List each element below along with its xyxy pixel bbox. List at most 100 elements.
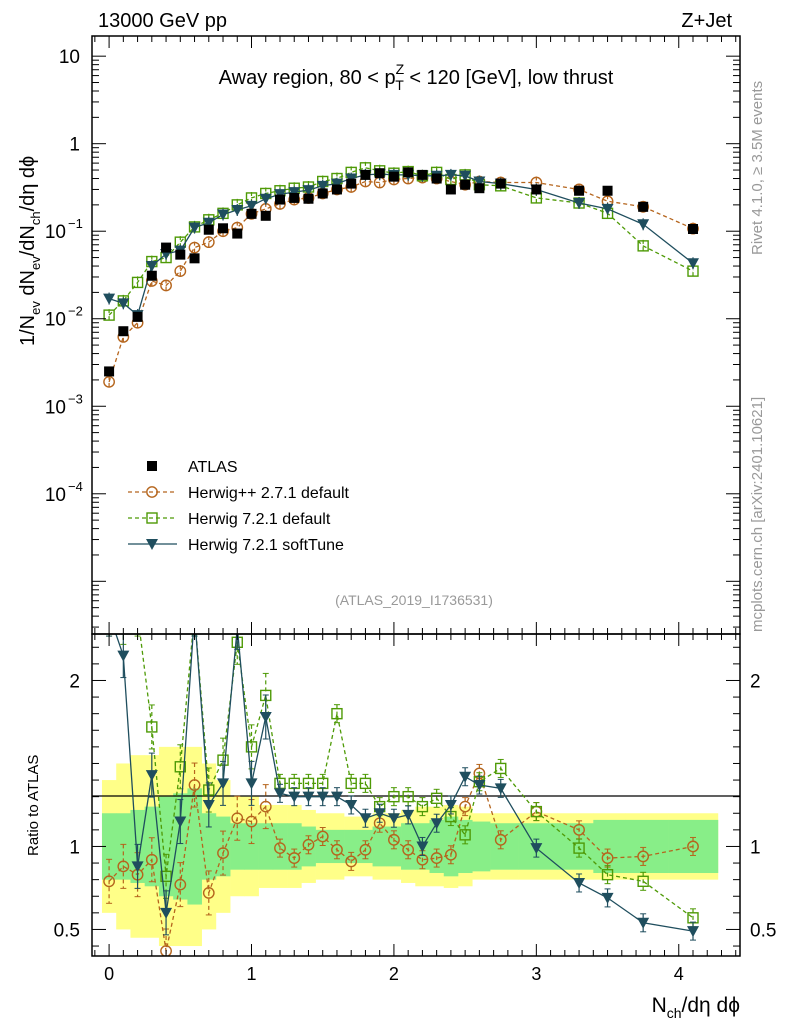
main-point xyxy=(302,185,315,197)
ratio-point xyxy=(288,852,301,864)
ratio-point xyxy=(494,833,507,846)
ratio-point xyxy=(118,617,128,627)
main-point xyxy=(388,171,399,182)
ratio-point xyxy=(331,843,343,856)
legend-label: Herwig++ 2.7.1 default xyxy=(188,485,350,502)
main-point xyxy=(573,198,586,210)
main-point xyxy=(637,200,650,213)
ratio-band-inner xyxy=(429,819,445,874)
main-point xyxy=(495,178,506,189)
main-point xyxy=(288,187,301,199)
ratio-point xyxy=(231,812,244,825)
rivet-version-label: Rivet 4.1.0, ≥ 3.5M events xyxy=(749,81,766,255)
main-point xyxy=(245,200,258,212)
ratio-plot-frame xyxy=(91,633,741,957)
main-point xyxy=(131,276,144,289)
ratio-point xyxy=(402,809,415,821)
main-point xyxy=(217,209,230,221)
ratio-point xyxy=(146,721,158,733)
ratio-point xyxy=(387,813,400,825)
main-point xyxy=(574,185,585,196)
ratio-point xyxy=(133,609,143,619)
x-axis-label: Nch/dη dϕ xyxy=(652,994,740,1021)
ratio-band-inner xyxy=(101,813,117,880)
main-point xyxy=(374,168,385,179)
ratio-uncertainty-bands xyxy=(101,746,719,947)
ratio-point xyxy=(345,855,358,868)
ratio-y-tick-label-right: 2 xyxy=(750,671,761,692)
ratio-point xyxy=(174,878,187,891)
main-point xyxy=(202,236,215,249)
ratio-point xyxy=(601,868,614,881)
ratio-point xyxy=(444,848,457,861)
ratio-point xyxy=(189,609,201,620)
ratio-point xyxy=(359,843,372,856)
main-point xyxy=(316,180,329,192)
main-series-2 xyxy=(103,161,699,322)
y-tick-label: 10 xyxy=(45,222,66,243)
ratio-y-tick-label-right: 1 xyxy=(750,837,761,858)
ratio-band-inner xyxy=(625,819,669,874)
ratio-point xyxy=(217,847,229,859)
main-point xyxy=(444,169,457,181)
y-tick-exponent: −4 xyxy=(68,479,83,494)
legend: ATLAS Herwig++ 2.7.1 default Herwig 7.2.1 … xyxy=(128,459,350,554)
ratio-band-inner xyxy=(315,829,331,864)
main-point xyxy=(117,298,130,310)
main-point xyxy=(688,224,699,235)
ratio-band-inner xyxy=(472,821,491,872)
ratio-point xyxy=(601,892,614,904)
ratio-point xyxy=(430,792,443,805)
main-point xyxy=(103,309,115,321)
main-point xyxy=(473,176,486,188)
ratio-point xyxy=(459,800,472,813)
ratio-band-inner xyxy=(358,829,373,864)
ratio-band-inner xyxy=(557,823,594,870)
ratio-point xyxy=(459,829,471,841)
ratio-y-tick-label: 0.5 xyxy=(54,920,80,941)
ratio-point xyxy=(495,762,507,775)
main-point xyxy=(203,224,214,235)
y-tick-label: 10 xyxy=(59,47,80,68)
ratio-point xyxy=(530,805,543,818)
ratio-band-inner xyxy=(244,823,259,870)
legend-label: ATLAS xyxy=(188,459,238,476)
main-point xyxy=(360,169,371,180)
ratio-point xyxy=(416,841,429,853)
main-point xyxy=(146,270,157,281)
ratio-point xyxy=(416,800,429,813)
ratio-band-inner xyxy=(401,823,416,870)
main-point xyxy=(259,193,272,205)
ratio-point xyxy=(637,875,649,888)
ratio-point xyxy=(273,788,286,800)
main-point xyxy=(637,240,649,252)
ratio-point xyxy=(160,870,172,883)
main-point xyxy=(189,253,200,264)
ratio-band-inner xyxy=(287,823,302,870)
ratio-band-inner xyxy=(201,813,217,880)
main-point xyxy=(174,265,187,278)
main-point xyxy=(103,293,116,305)
main-point xyxy=(132,311,143,322)
plot-title: Away region, 80 < pZ T < 120 [GeV], low t… xyxy=(219,61,614,93)
ratio-point xyxy=(601,852,614,864)
ratio-point xyxy=(316,830,329,843)
main-point xyxy=(104,366,115,377)
main-point xyxy=(161,242,172,253)
ratio-band-inner xyxy=(593,819,626,874)
ratio-line xyxy=(139,634,694,919)
main-point xyxy=(188,241,201,254)
main-point xyxy=(445,184,456,195)
ratio-point xyxy=(687,926,700,938)
main-point xyxy=(160,279,172,292)
ratio-point xyxy=(402,843,415,856)
ratio-point xyxy=(302,838,315,851)
ratio-band-inner xyxy=(230,823,245,870)
ratio-point xyxy=(217,778,230,790)
legend-marker xyxy=(146,539,158,550)
ratio-y-axis-label: Ratio to ATLAS xyxy=(25,755,42,856)
legend-entry: Herwig++ 2.7.1 default xyxy=(128,485,350,502)
ratio-band-inner xyxy=(344,829,359,864)
x-tick-label: 0 xyxy=(104,964,114,984)
